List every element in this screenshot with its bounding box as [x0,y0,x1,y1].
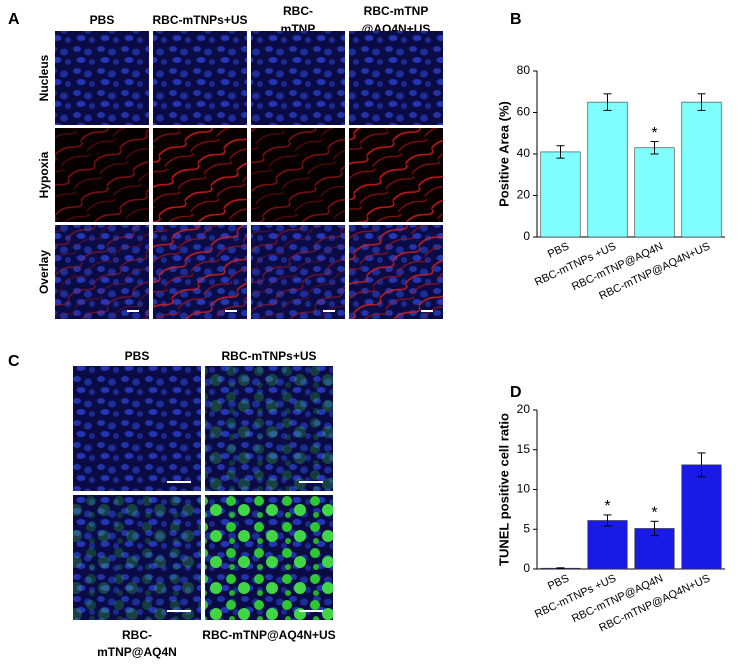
micrograph [153,31,247,125]
image-label: RBC-mTNP [364,4,429,18]
y-tick-label: 80 [517,63,531,77]
micrograph [251,128,345,222]
significance-star: * [651,125,657,142]
micrograph [55,128,149,222]
image-label: RBC-mTNPs+US [152,13,247,27]
micrograph [349,128,443,222]
panel-label: A [8,11,20,28]
image-label: PBS [125,349,150,363]
x-tick-label: PBS [546,240,571,260]
bar [681,464,722,570]
micrograph-overlay [55,225,149,319]
y-tick-label: 10 [517,482,531,496]
image-label: RBC-mTNPs+US [221,349,316,363]
y-tick-label: 60 [517,105,531,119]
bar [587,520,628,570]
bar [681,101,722,238]
row-label: Hypoxia [37,151,51,198]
y-axis-label: TUNEL positive cell ratio [496,413,511,566]
bar [634,147,675,238]
row-label: Nucleus [37,54,51,101]
bar [540,151,581,238]
error-bar [650,141,659,155]
micrograph [55,31,149,125]
y-tick-label: 0 [523,561,530,575]
y-tick-label: 20 [517,402,531,416]
significance-star: * [651,505,657,522]
image-label: RBC-mTNP@AQ4N+US [202,628,335,642]
y-tick-label: 0 [523,229,530,243]
micrograph-overlay [251,225,345,319]
error-bar [697,452,706,478]
micrograph-green [205,366,333,491]
micrograph [251,31,345,125]
image-label: RBC- [122,628,152,642]
row-label: Overlay [37,250,51,294]
panel-label: D [510,384,522,401]
micrograph-overlay [153,225,247,319]
y-axis-label: Positive Area (%) [496,101,511,207]
error-bar [556,145,565,159]
micrograph-overlay [349,225,443,319]
micrograph [73,366,201,491]
error-bar [603,514,612,527]
bar [587,101,628,238]
y-tick-label: 5 [523,521,530,535]
micrograph-dim [251,128,345,222]
micrograph-green [73,495,201,620]
image-label: RBC- [283,4,313,18]
micrograph-dim [55,128,149,222]
error-bar [556,567,565,570]
micrograph [349,31,443,125]
y-tick-label: 15 [517,442,531,456]
panel-label: B [510,11,522,28]
panel-label: C [8,353,20,370]
micrograph-green [205,495,333,620]
x-tick-label: PBS [546,572,571,592]
error-bar [697,93,706,111]
micrograph [153,128,247,222]
error-bar [603,93,612,111]
error-bar [650,520,659,537]
y-tick-label: 20 [517,188,531,202]
image-label: PBS [90,13,115,27]
significance-star: * [604,498,610,515]
y-tick-label: 40 [517,146,531,160]
image-label: mTNP@AQ4N [97,645,177,659]
